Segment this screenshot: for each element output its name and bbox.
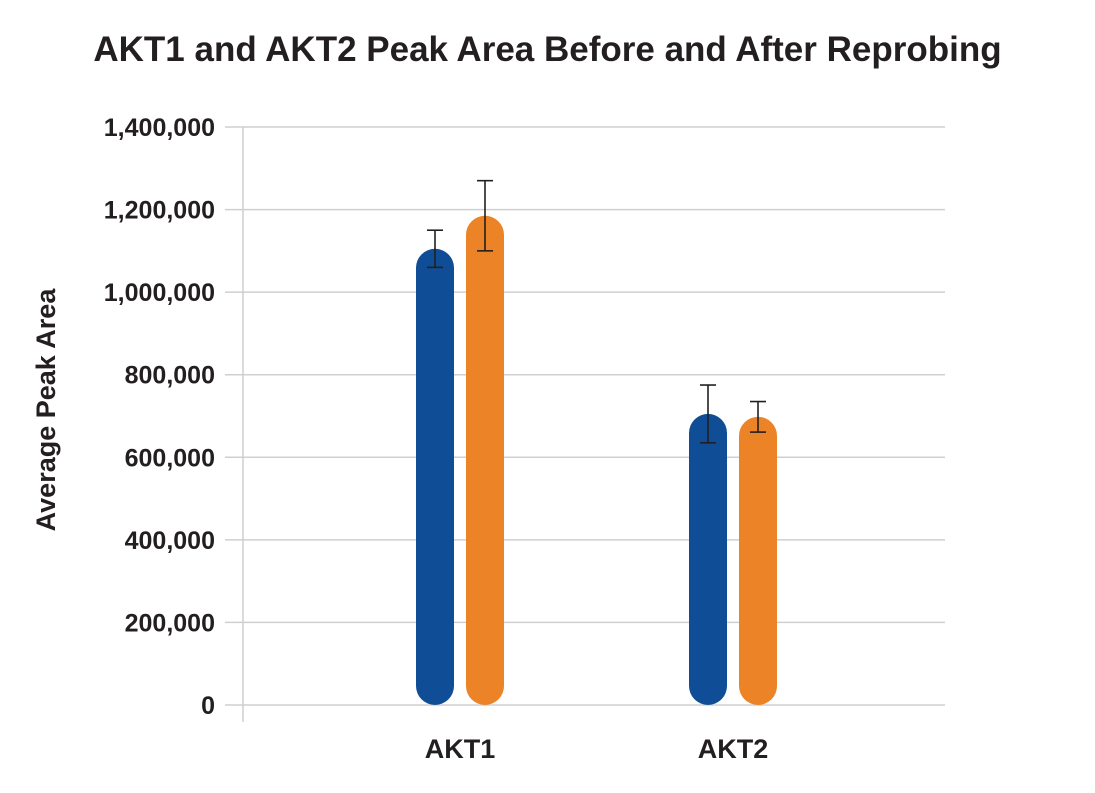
bar-akt2-series-2 (739, 416, 777, 705)
category-label-akt2: AKT2 (698, 734, 769, 764)
category-labels: AKT1 AKT2 (425, 734, 769, 764)
y-tick-label: 600,000 (125, 444, 215, 472)
y-axis-title: Average Peak Area (31, 288, 61, 532)
y-tick-label: 400,000 (125, 527, 215, 555)
y-tick-label: 800,000 (125, 362, 215, 390)
gridlines (225, 126, 945, 706)
y-tick-label: 1,400,000 (104, 114, 215, 142)
y-tick-label: 1,000,000 (104, 279, 215, 307)
category-label-akt1: AKT1 (425, 734, 496, 764)
bar-akt1-series-1 (416, 248, 454, 705)
error-bars (427, 179, 766, 444)
bar-akt1-series-2 (466, 215, 504, 705)
bar-akt2-series-1 (689, 413, 727, 705)
y-tick-label: 0 (201, 692, 215, 720)
y-tick-label: 1,200,000 (104, 197, 215, 225)
chart-title: AKT1 and AKT2 Peak Area Before and After… (93, 30, 1002, 69)
y-tick-label: 200,000 (125, 609, 215, 637)
y-tick-labels: 0 200,000 400,000 600,000 800,000 1,000,000 1,… (104, 114, 215, 720)
bars (416, 215, 777, 705)
